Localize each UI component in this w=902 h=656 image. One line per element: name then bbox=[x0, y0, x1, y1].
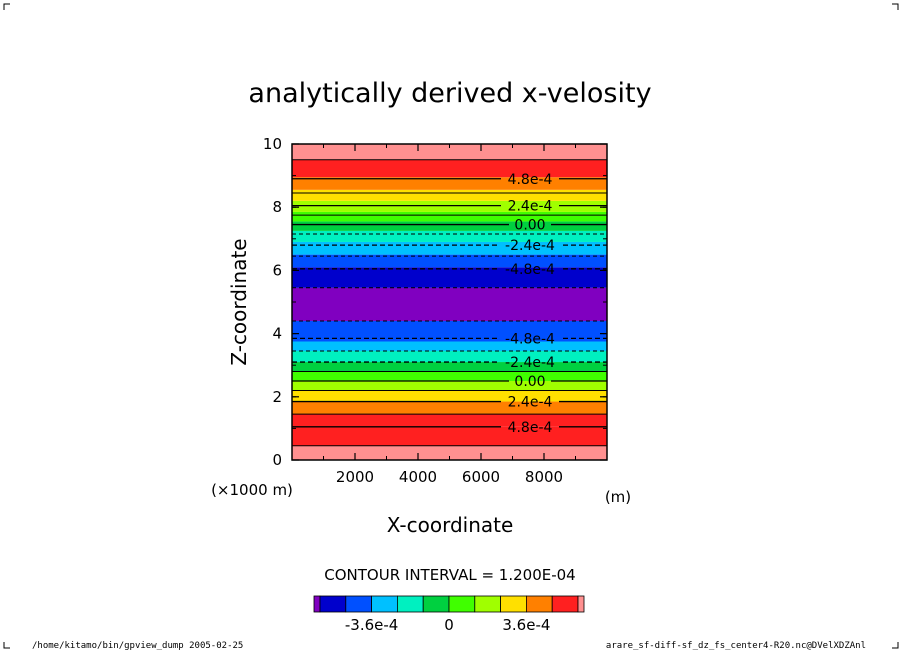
x-axis-unit: (m) bbox=[605, 488, 631, 506]
contour-band bbox=[292, 241, 607, 255]
colorbar-label: -3.6e-4 bbox=[345, 616, 398, 634]
colorbar-cell bbox=[345, 595, 372, 613]
contour-band bbox=[292, 381, 607, 391]
colorbar-label: 0 bbox=[444, 616, 454, 634]
colorbar-labels: -3.6e-4 0 3.6e-4 bbox=[345, 616, 551, 634]
contour-label: -4.8e-4 bbox=[505, 331, 555, 347]
contour-band bbox=[292, 414, 607, 427]
contour-label: 4.8e-4 bbox=[508, 172, 553, 188]
contour-band bbox=[292, 211, 607, 222]
colorbar-cell bbox=[313, 595, 321, 613]
contour-label: 4.8e-4 bbox=[508, 420, 553, 436]
contour-label: 0.00 bbox=[514, 218, 545, 234]
y-tick-label: 8 bbox=[272, 198, 282, 216]
crop-marks bbox=[3, 3, 899, 649]
y-tick-label: 2 bbox=[272, 388, 282, 406]
contour-interval-label: CONTOUR INTERVAL = 1.200E-04 bbox=[324, 566, 575, 584]
colorbar-cell bbox=[371, 595, 398, 613]
y-tick-label: 0 bbox=[272, 451, 282, 469]
contour-band bbox=[292, 401, 607, 415]
colorbar-cell bbox=[319, 595, 347, 613]
x-tick-label: 2000 bbox=[336, 468, 374, 486]
colorbar-cell bbox=[448, 595, 476, 613]
colorbar-cell bbox=[474, 595, 501, 613]
contour-band bbox=[292, 350, 607, 363]
contour-lines bbox=[292, 159, 607, 447]
contour-band bbox=[292, 200, 607, 212]
contour-band bbox=[292, 267, 607, 288]
colorbar-cell bbox=[396, 595, 424, 613]
footer-right: arare_sf-diff-sf_dz_fs_center4-R20.nc@DV… bbox=[606, 641, 866, 651]
colorbar-cell bbox=[526, 595, 553, 613]
x-tick-label: 8000 bbox=[525, 468, 563, 486]
contour-labels: 4.8e-4 2.4e-4 0.00 -2.4e-4 -4.8e-4 -4.8e-4 -2.… bbox=[505, 172, 555, 436]
contour-label: 2.4e-4 bbox=[508, 199, 553, 215]
x-axis-label: X-coordinate bbox=[387, 513, 514, 537]
contour-label: -2.4e-4 bbox=[505, 355, 555, 371]
chart-title: analytically derived x-velosity bbox=[248, 78, 651, 109]
y-tick-label: 10 bbox=[263, 135, 282, 153]
contour-label: 2.4e-4 bbox=[508, 395, 553, 411]
contour-band bbox=[292, 144, 607, 160]
contour-band bbox=[292, 426, 607, 446]
colorbar-cell bbox=[500, 595, 527, 613]
x-axis: 2000 4000 6000 8000 bbox=[323, 144, 576, 486]
colorbar-label: 3.6e-4 bbox=[502, 616, 550, 634]
contour-band bbox=[292, 445, 607, 460]
y-axis-label: Z-coordinate bbox=[227, 238, 251, 365]
x-tick-label: 6000 bbox=[462, 468, 500, 486]
contour-band bbox=[292, 177, 607, 190]
colorbar-cell bbox=[577, 595, 585, 613]
contour-band bbox=[292, 254, 607, 268]
contour-band bbox=[292, 287, 607, 321]
contour-band bbox=[292, 390, 607, 402]
contour-band bbox=[292, 362, 607, 372]
contour-band bbox=[292, 230, 607, 242]
contour-band bbox=[292, 320, 607, 342]
contour-band bbox=[292, 189, 607, 201]
colorbar bbox=[313, 595, 585, 613]
colorbar-cell bbox=[551, 595, 579, 613]
x-tick-label: 4000 bbox=[399, 468, 437, 486]
footer-left: /home/kitamo/bin/gpview_dump 2005-02-25 bbox=[32, 641, 243, 651]
contour-band bbox=[292, 341, 607, 351]
contour-label: 0.00 bbox=[514, 374, 545, 390]
contour-band bbox=[292, 159, 607, 178]
contour-bands bbox=[292, 144, 607, 460]
contour-label: -4.8e-4 bbox=[505, 262, 555, 278]
y-axis-unit: (×1000 m) bbox=[211, 481, 293, 499]
contour-band bbox=[292, 221, 607, 231]
contour-band bbox=[292, 371, 607, 381]
colorbar-cell bbox=[422, 595, 450, 613]
y-axis: 0 2 4 6 8 10 bbox=[263, 135, 607, 469]
y-tick-label: 6 bbox=[272, 261, 282, 279]
y-tick-label: 4 bbox=[272, 325, 282, 343]
contour-label: -2.4e-4 bbox=[505, 238, 555, 254]
